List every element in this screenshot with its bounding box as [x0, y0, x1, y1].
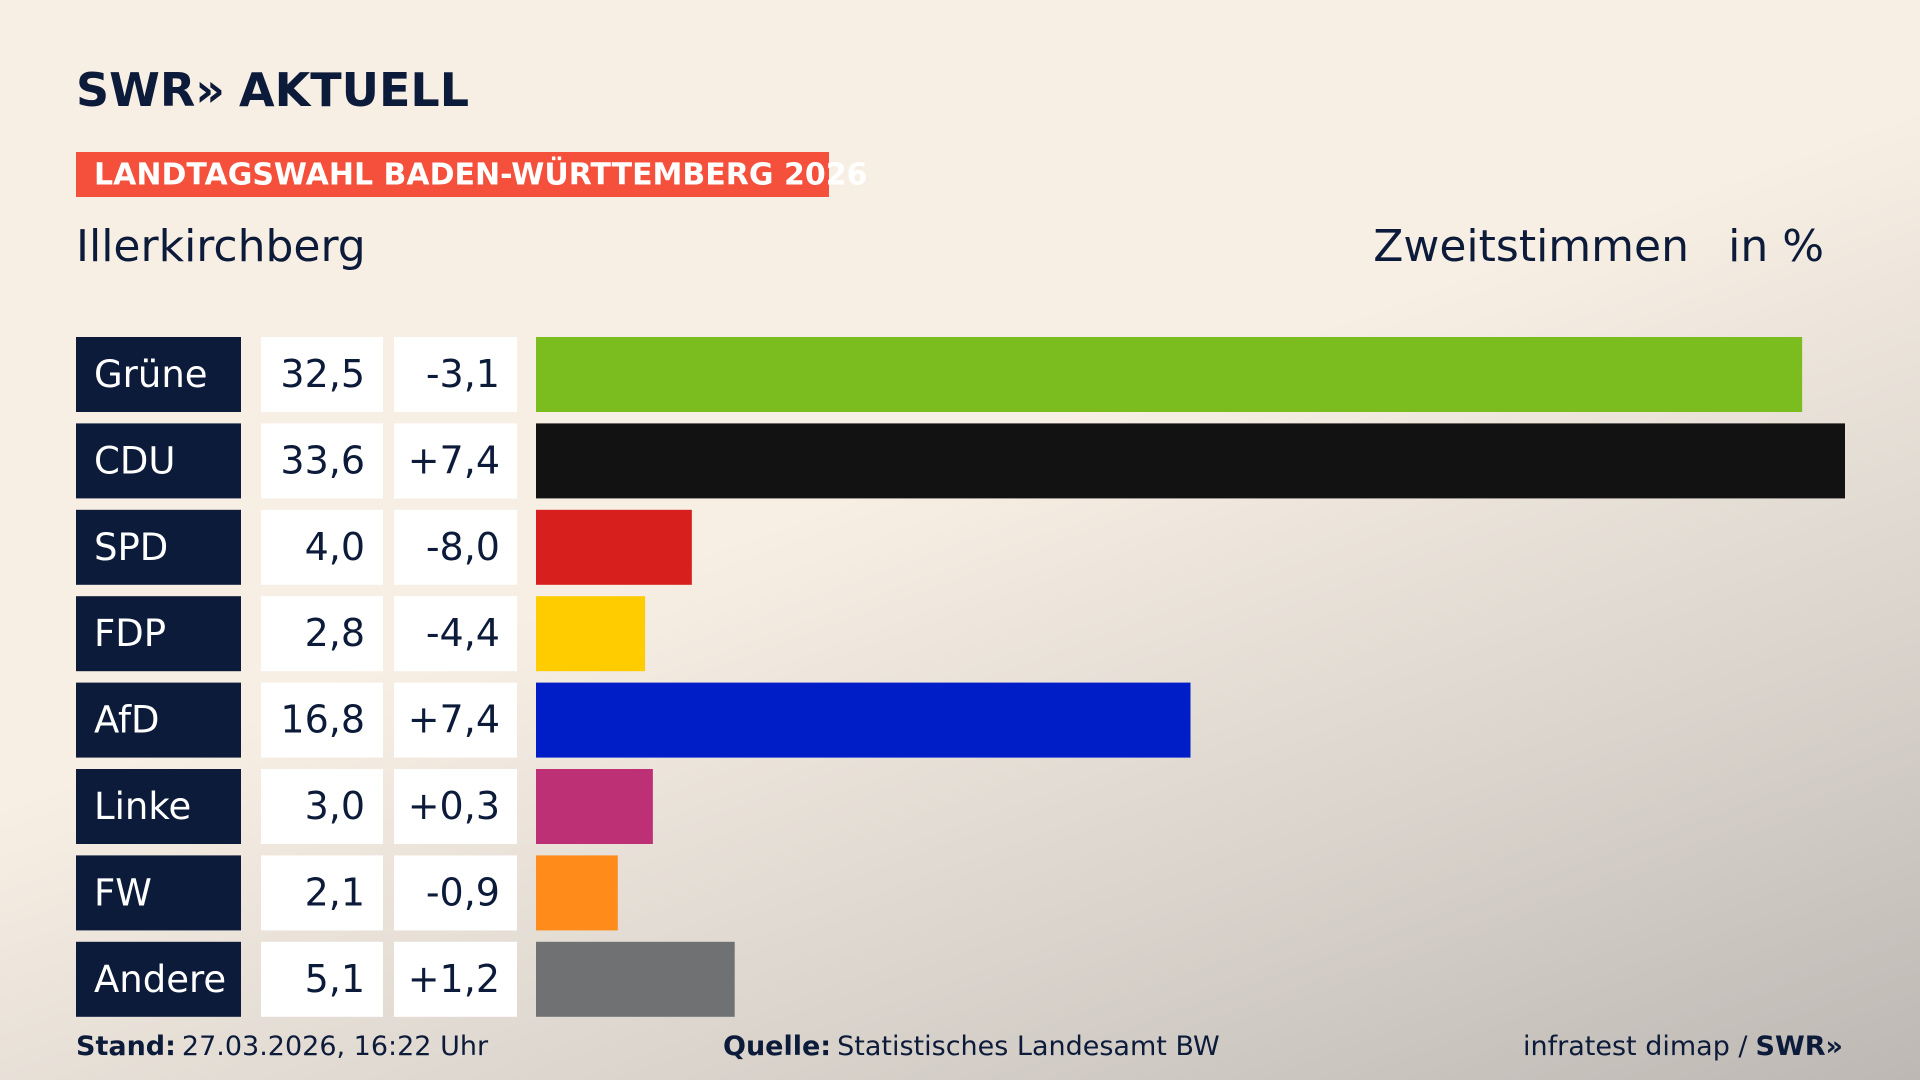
- party-label: Linke: [94, 785, 191, 828]
- value-label: 2,1: [305, 870, 365, 914]
- change-box: [394, 423, 517, 499]
- party-box: [76, 596, 241, 672]
- banner-bg: [76, 152, 829, 197]
- change-label: -3,1: [426, 352, 500, 396]
- source-label: Quelle:: [723, 1031, 831, 1062]
- party-label: AfD: [94, 699, 160, 742]
- party-label: Andere: [94, 958, 226, 1001]
- subtitle: Illerkirchberg: [76, 221, 366, 272]
- bar: [536, 337, 1803, 412]
- change-label: -0,9: [426, 870, 500, 914]
- bar: [536, 769, 653, 844]
- bar: [536, 682, 1191, 758]
- measure: Zweitstimmen: [1373, 221, 1689, 272]
- value-label: 5,1: [305, 957, 365, 1001]
- change-box: [394, 682, 517, 758]
- party-box: [76, 423, 241, 499]
- stand: Stand: 27.03.2026, 16:22 Uhr: [76, 1031, 489, 1062]
- party-box: [76, 769, 241, 844]
- value-box: [261, 941, 383, 1017]
- value-label: 32,5: [280, 352, 365, 396]
- value-label: 3,0: [305, 784, 365, 828]
- party-box: [76, 855, 241, 931]
- bar: [536, 855, 618, 931]
- value-box: [261, 596, 383, 672]
- value-label: 4,0: [305, 525, 365, 569]
- change-label: -8,0: [426, 525, 500, 569]
- credit: infratest dimap / SWR»: [1523, 1031, 1843, 1062]
- value-label: 16,8: [280, 698, 365, 742]
- change-box: [394, 337, 517, 412]
- change-box: [394, 596, 517, 672]
- party-label: FW: [94, 871, 152, 914]
- change-label: +7,4: [408, 438, 500, 482]
- stand-value: 27.03.2026, 16:22 Uhr: [182, 1031, 489, 1062]
- credit-text: infratest dimap /: [1523, 1031, 1748, 1062]
- party-box: [76, 337, 241, 412]
- bar: [536, 596, 646, 672]
- banner: LANDTAGSWAHL BADEN-WÜRTTEMBERG 2026: [94, 156, 867, 193]
- source-value: Statistisches Landesamt BW: [837, 1031, 1220, 1062]
- unit: in %: [1728, 221, 1824, 272]
- stand-label: Stand:: [76, 1031, 176, 1062]
- party-label: CDU: [94, 439, 175, 482]
- value-label: 33,6: [280, 438, 365, 482]
- rows: Grüne 32,5 -3,1 CDU 33,6 +7,4 SPD 4,0 -8,0 FDP 2,8…: [76, 337, 1845, 1017]
- bar: [536, 423, 1845, 499]
- change-box: [394, 509, 517, 585]
- party-box: [76, 509, 241, 585]
- bar: [536, 509, 692, 585]
- change-box: [394, 855, 517, 931]
- party-label: SPD: [94, 526, 168, 569]
- change-label: +7,4: [408, 698, 500, 742]
- change-label: -4,4: [426, 611, 500, 655]
- logo: SWR» AKTUELL: [76, 63, 469, 117]
- value-box: [261, 769, 383, 844]
- change-label: +1,2: [408, 957, 500, 1001]
- value-box: [261, 423, 383, 499]
- value-box: [261, 337, 383, 412]
- logo-brand: SWR»: [76, 63, 225, 117]
- party-label: FDP: [94, 612, 166, 655]
- credit-brand: SWR»: [1756, 1031, 1843, 1062]
- change-box: [394, 941, 517, 1017]
- party-label: Grüne: [94, 353, 208, 396]
- party-box: [76, 682, 241, 758]
- value-box: [261, 855, 383, 931]
- value-label: 2,8: [305, 611, 365, 655]
- bar: [536, 941, 735, 1017]
- change-box: [394, 769, 517, 844]
- change-label: +0,3: [408, 784, 500, 828]
- party-box: [76, 941, 241, 1017]
- value-box: [261, 509, 383, 585]
- logo-title: AKTUELL: [239, 63, 469, 117]
- value-box: [261, 682, 383, 758]
- source: Quelle: Statistisches Landesamt BW: [723, 1031, 1220, 1062]
